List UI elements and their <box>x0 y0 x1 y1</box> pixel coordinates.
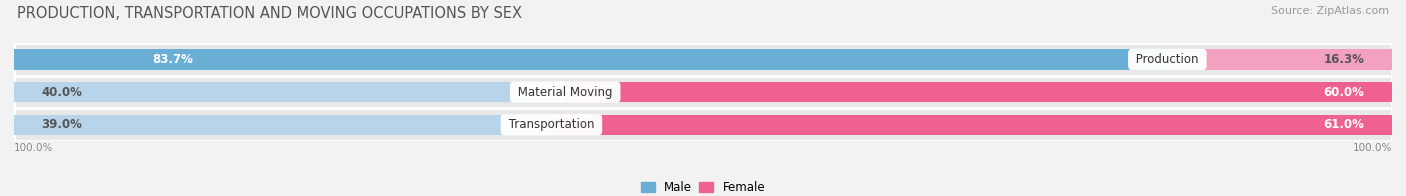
Text: Source: ZipAtlas.com: Source: ZipAtlas.com <box>1271 6 1389 16</box>
Bar <box>14 76 1392 108</box>
Legend: Male, Female: Male, Female <box>636 176 770 196</box>
Bar <box>14 115 551 135</box>
Bar <box>14 49 1167 70</box>
Bar <box>565 82 1392 102</box>
Bar <box>14 108 1392 141</box>
Text: 100.0%: 100.0% <box>1353 143 1392 153</box>
Text: 39.0%: 39.0% <box>42 118 83 131</box>
Text: 100.0%: 100.0% <box>14 143 53 153</box>
Text: 40.0%: 40.0% <box>42 86 83 99</box>
Text: 16.3%: 16.3% <box>1323 53 1364 66</box>
Text: Transportation: Transportation <box>505 118 598 131</box>
Text: Material Moving: Material Moving <box>515 86 616 99</box>
Bar <box>14 43 1392 76</box>
Text: Production: Production <box>1132 53 1202 66</box>
Bar <box>14 82 565 102</box>
Text: 60.0%: 60.0% <box>1323 86 1364 99</box>
Bar <box>1167 49 1392 70</box>
Text: 83.7%: 83.7% <box>152 53 194 66</box>
Text: 61.0%: 61.0% <box>1323 118 1364 131</box>
Bar <box>551 115 1392 135</box>
Text: PRODUCTION, TRANSPORTATION AND MOVING OCCUPATIONS BY SEX: PRODUCTION, TRANSPORTATION AND MOVING OC… <box>17 6 522 21</box>
